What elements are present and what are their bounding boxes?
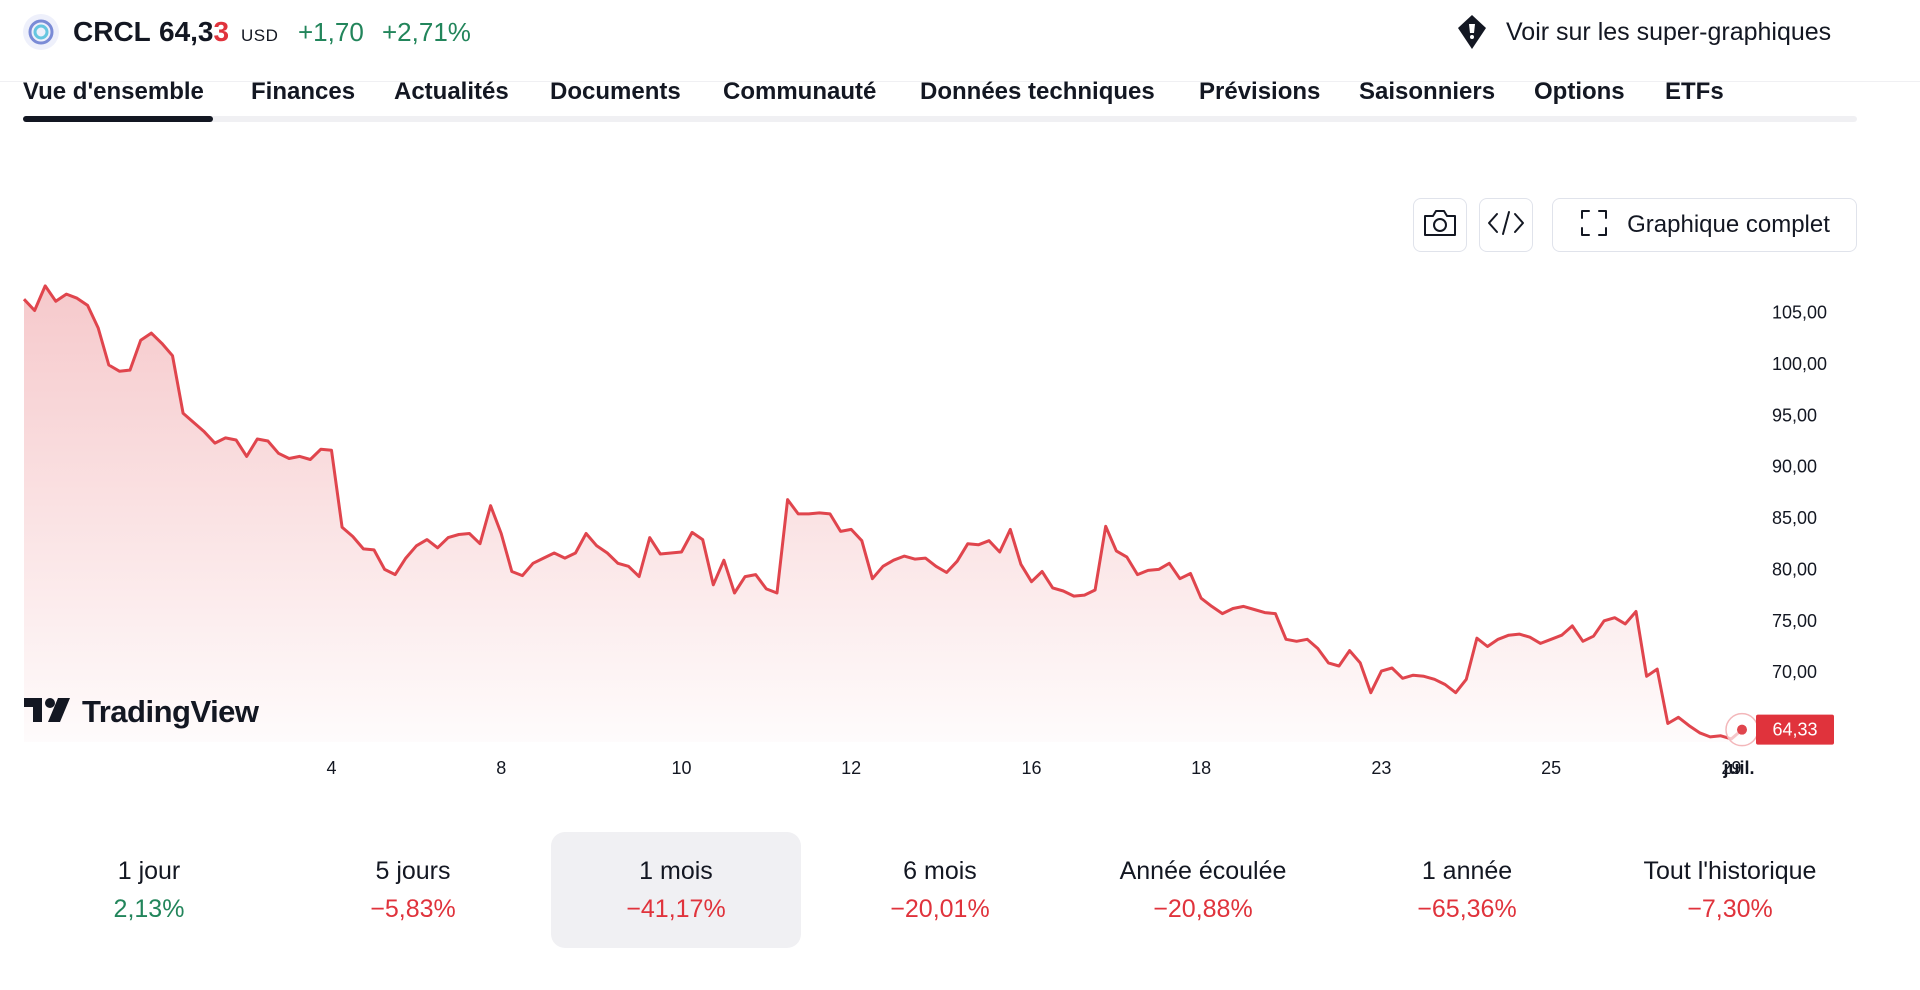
period-label: 1 mois bbox=[639, 857, 713, 885]
y-tick-label: 70,00 bbox=[1772, 662, 1817, 682]
ticker-symbol: CRCL bbox=[73, 16, 151, 47]
period-change: −7,30% bbox=[1687, 895, 1773, 923]
tab-forecasts[interactable]: Prévisions bbox=[1199, 78, 1321, 105]
x-tick-label: 18 bbox=[1191, 758, 1211, 778]
last-point-dot bbox=[1737, 724, 1747, 735]
embed-button[interactable] bbox=[1479, 198, 1533, 252]
x-tick-label: 10 bbox=[671, 758, 691, 778]
tradingview-icon bbox=[24, 695, 72, 730]
full-chart-label: Graphique complet bbox=[1627, 211, 1830, 238]
y-tick-label: 100,00 bbox=[1772, 354, 1827, 374]
period-label: 6 mois bbox=[903, 857, 977, 885]
period-6m[interactable]: 6 mois −20,01% bbox=[815, 832, 1065, 948]
tradingview-logo: TradingView bbox=[24, 694, 259, 730]
period-change: −41,17% bbox=[626, 895, 726, 923]
tab-finances[interactable]: Finances bbox=[251, 78, 356, 105]
last-price-badge bbox=[1756, 714, 1834, 745]
camera-icon bbox=[1422, 208, 1458, 243]
y-tick-label: 75,00 bbox=[1772, 611, 1817, 631]
period-1d[interactable]: 1 jour 2,13% bbox=[24, 832, 274, 948]
tab-community[interactable]: Communauté bbox=[723, 78, 877, 105]
period-5d[interactable]: 5 jours −5,83% bbox=[288, 832, 538, 948]
super-charts-label: Voir sur les super-graphiques bbox=[1506, 17, 1832, 46]
price-last-digit: 3 bbox=[213, 16, 230, 47]
last-price: 64,33 bbox=[159, 14, 229, 50]
period-change: −5,83% bbox=[370, 895, 456, 923]
x-tick-label: 12 bbox=[841, 758, 861, 778]
tab-etfs[interactable]: ETFs bbox=[1665, 78, 1724, 105]
last-price-badge-label: 64,33 bbox=[1772, 720, 1817, 740]
y-tick-label: 95,00 bbox=[1772, 405, 1817, 425]
tab-seasonals[interactable]: Saisonniers bbox=[1359, 78, 1496, 105]
x-tick-label: 29 bbox=[1721, 758, 1741, 778]
tabs-track bbox=[23, 116, 1857, 122]
tab-documents[interactable]: Documents bbox=[550, 78, 681, 105]
tradingview-wordmark: TradingView bbox=[82, 694, 259, 729]
snapshot-button[interactable] bbox=[1413, 198, 1467, 252]
fullscreen-icon bbox=[1579, 208, 1609, 243]
x-tick-label: juil. bbox=[1723, 758, 1755, 778]
price-change: +1,70 bbox=[298, 17, 364, 47]
tab-overview[interactable]: Vue d'ensemble bbox=[23, 78, 204, 105]
period-label: 5 jours bbox=[375, 857, 451, 885]
x-tick-label: 4 bbox=[327, 758, 337, 778]
price-chart[interactable]: 105,00 100,00 95,00 90,00 85,00 80,00 75,00 70,… bbox=[0, 260, 1920, 800]
period-change: −20,01% bbox=[890, 895, 990, 923]
x-tick-label: 8 bbox=[496, 758, 506, 778]
price-line bbox=[22, 284, 1743, 741]
price-area-fill bbox=[24, 285, 1742, 742]
price-main: 64,3 bbox=[159, 16, 214, 47]
period-1m[interactable]: 1 mois −41,17% bbox=[551, 832, 801, 948]
tab-technicals[interactable]: Données techniques bbox=[920, 78, 1155, 105]
period-1y[interactable]: 1 année −65,36% bbox=[1342, 832, 1592, 948]
period-label: 1 année bbox=[1421, 857, 1513, 885]
y-tick-label: 105,00 bbox=[1772, 303, 1827, 323]
period-change: −65,36% bbox=[1417, 895, 1517, 923]
super-charts-link[interactable]: Voir sur les super-graphiques bbox=[1452, 12, 1831, 52]
price-change-percent: +2,71% bbox=[382, 17, 471, 47]
period-ytd[interactable]: Année écoulée −20,88% bbox=[1078, 832, 1328, 948]
tab-options[interactable]: Options bbox=[1534, 78, 1625, 105]
currency-label: USD bbox=[241, 26, 279, 45]
y-tick-label: 80,00 bbox=[1772, 559, 1817, 579]
tab-news[interactable]: Actualités bbox=[394, 78, 509, 105]
y-tick-label: 90,00 bbox=[1772, 457, 1817, 477]
y-tick-label: 85,00 bbox=[1772, 508, 1817, 528]
x-tick-label: 16 bbox=[1021, 758, 1041, 778]
period-change: −20,88% bbox=[1153, 895, 1253, 923]
symbol-header: CRCL 64,33 USD +1,70 +2,71% Voir sur les… bbox=[0, 0, 1920, 82]
circle-logo-icon bbox=[23, 14, 59, 50]
active-tab-indicator bbox=[23, 116, 213, 122]
period-all[interactable]: Tout l'historique −7,30% bbox=[1605, 832, 1855, 948]
period-label: Tout l'historique bbox=[1643, 857, 1817, 885]
period-label: Année écoulée bbox=[1119, 857, 1287, 885]
x-tick-label: 25 bbox=[1541, 758, 1561, 778]
x-tick-label: 23 bbox=[1371, 758, 1391, 778]
period-label: 1 jour bbox=[117, 857, 181, 885]
code-icon bbox=[1486, 209, 1526, 242]
full-chart-button[interactable]: Graphique complet bbox=[1552, 198, 1857, 252]
period-change: 2,13% bbox=[113, 895, 185, 923]
pin-icon bbox=[1452, 12, 1492, 52]
